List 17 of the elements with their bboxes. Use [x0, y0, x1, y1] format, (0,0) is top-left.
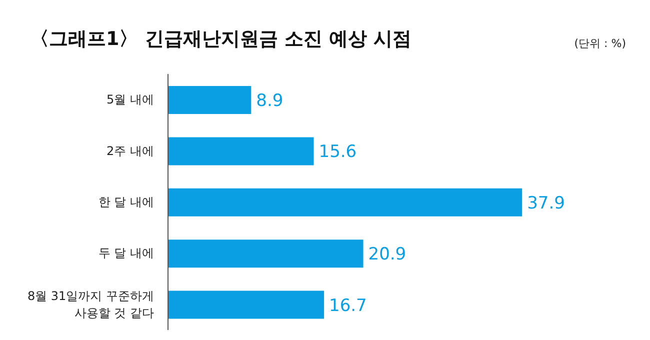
data-label: 20.9: [368, 244, 406, 265]
data-label: 8.9: [256, 91, 284, 112]
y-tick-label: 2주 내에: [106, 144, 154, 158]
chart-title: 〈그래프1〉 긴급재난지원금 소진 예상 시점: [30, 27, 412, 52]
bar: [168, 137, 314, 166]
bar: [168, 188, 522, 216]
bar: [168, 86, 252, 114]
y-tick-label: 5월 내에: [106, 92, 154, 107]
y-tick-label: 8월 31일까지 꾸준하게 사용할 것 같다: [27, 288, 154, 320]
data-label: 37.9: [527, 193, 565, 214]
data-label: 15.6: [318, 142, 357, 162]
y-tick-label: 한 달 내에: [98, 195, 154, 209]
text: (단위 : %): [574, 36, 626, 51]
y-tick-label: 두 달 내에: [98, 246, 154, 260]
bar: [168, 290, 324, 319]
bar: [168, 240, 364, 268]
data-label: 16.7: [329, 296, 367, 316]
